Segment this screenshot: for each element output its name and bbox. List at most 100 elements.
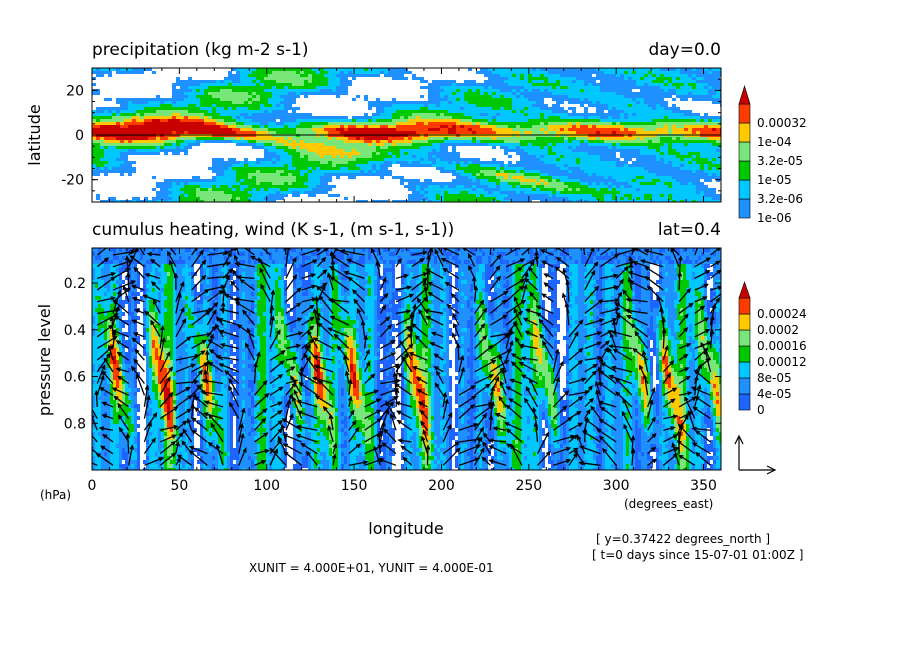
wind-vector-head: [329, 250, 335, 257]
wind-vector: [191, 333, 211, 338]
wind-vector-head: [217, 317, 224, 323]
wind-vector-head: [375, 260, 380, 266]
wind-vector-head: [168, 392, 174, 398]
wind-vector: [258, 258, 271, 279]
wind-vector-head: [394, 401, 401, 406]
wind-vector-head: [215, 443, 221, 450]
wind-vector: [420, 410, 428, 420]
wind-vector: [542, 293, 554, 303]
wind-vector: [281, 424, 287, 443]
wind-vector-head: [125, 432, 131, 439]
wind-vector: [521, 261, 535, 279]
wind-vector-head: [525, 385, 531, 392]
wind-vector: [175, 293, 181, 314]
wind-vector: [568, 378, 586, 385]
wind-vector: [379, 401, 394, 419]
units-note: XUNIT = 4.000E+01, YUNIT = 4.000E-01: [249, 561, 494, 575]
wind-vector-head: [381, 304, 387, 310]
wind-vector: [506, 404, 523, 420]
wind-vector-head: [95, 452, 101, 458]
wind-vector: [544, 273, 554, 279]
wind-vector-head: [678, 454, 684, 460]
wind-vector: [119, 427, 130, 443]
wind-vector-head: [666, 372, 671, 379]
wind-vector: [222, 252, 232, 268]
wind-vector-head: [234, 301, 241, 306]
wind-vector-head: [616, 242, 620, 245]
wind-vector-head: [599, 318, 605, 323]
wind-vector: [237, 324, 255, 338]
wind-vector-head: [290, 375, 295, 381]
wind-vector-head: [524, 308, 531, 313]
wind-vector-head: [496, 275, 501, 281]
wind-vector: [663, 426, 675, 431]
wind-vector: [205, 401, 224, 408]
wind-vector: [123, 286, 130, 302]
wind-vector-head: [694, 375, 699, 381]
wind-vector: [691, 386, 711, 396]
wind-vector: [663, 415, 677, 420]
wind-vector-head: [397, 372, 403, 378]
wind-vector-head: [598, 418, 604, 424]
precip-y-ticks: 20 0 -20: [61, 67, 721, 203]
wind-vector-head: [111, 329, 117, 334]
wind-vector: [600, 286, 618, 291]
info-line-1: [ y=0.37422 degrees_north ]: [596, 532, 770, 546]
wind-vector-head: [133, 308, 140, 314]
wind-vector-head: [109, 315, 115, 322]
wind-vector: [328, 426, 334, 443]
wind-vector-head: [408, 352, 414, 357]
wind-vector: [678, 424, 696, 443]
wind-vector-head: [540, 260, 547, 265]
wind-vector-head: [277, 435, 283, 442]
wind-vector: [175, 380, 198, 385]
wind-vector-head: [622, 397, 627, 404]
wind-vector: [208, 414, 224, 431]
wind-vector-head: [425, 444, 431, 450]
wind-vector-head: [203, 369, 209, 375]
wind-vector: [230, 281, 240, 291]
wind-vector-head: [581, 237, 584, 241]
wind-vector: [254, 408, 267, 420]
wind-vector-head: [541, 293, 547, 298]
wind-vector-head: [534, 250, 540, 256]
wind-vector: [175, 420, 187, 431]
wind-vector-head: [309, 304, 315, 310]
wind-vector: [426, 270, 429, 291]
heating-y-ticks: 0.2 0.4 0.6 0.8: [64, 276, 721, 432]
wind-vector: [301, 325, 314, 338]
wind-vector-head: [515, 336, 520, 343]
wind-vector: [432, 332, 444, 338]
heating-x-tick-label: 50: [170, 478, 188, 494]
wind-vector-head: [628, 262, 634, 269]
wind-vector-head: [505, 404, 511, 410]
wind-vector-head: [277, 427, 283, 434]
wind-vector-head: [691, 426, 697, 432]
wind-vector: [175, 282, 185, 302]
wind-vector-head: [628, 280, 635, 285]
wind-vector: [379, 316, 390, 326]
wind-vector-head: [276, 329, 281, 335]
wind-vector: [144, 457, 163, 466]
wind-vector: [418, 401, 428, 408]
wind-vector-head: [501, 299, 507, 305]
wind-vector: [513, 297, 523, 314]
wind-vector: [505, 267, 522, 279]
wind-vector: [133, 332, 145, 338]
wind-vector: [385, 401, 397, 419]
wind-vector-head: [171, 434, 178, 439]
wind-vector-head: [178, 431, 184, 438]
wind-vector-head: [233, 254, 239, 260]
wind-vector-head: [443, 248, 448, 252]
wind-vector: [615, 248, 636, 256]
wind-vector: [127, 434, 130, 454]
wind-vector-head: [595, 428, 602, 433]
wind-vector: [380, 388, 399, 396]
wind-vector-head: [124, 254, 130, 261]
wind-vector: [135, 309, 145, 315]
wind-vector: [694, 257, 711, 268]
wind-vector-head: [683, 313, 689, 319]
wind-vector-head: [363, 334, 369, 341]
wind-vector-head: [652, 458, 658, 464]
wind-vector: [92, 434, 98, 443]
